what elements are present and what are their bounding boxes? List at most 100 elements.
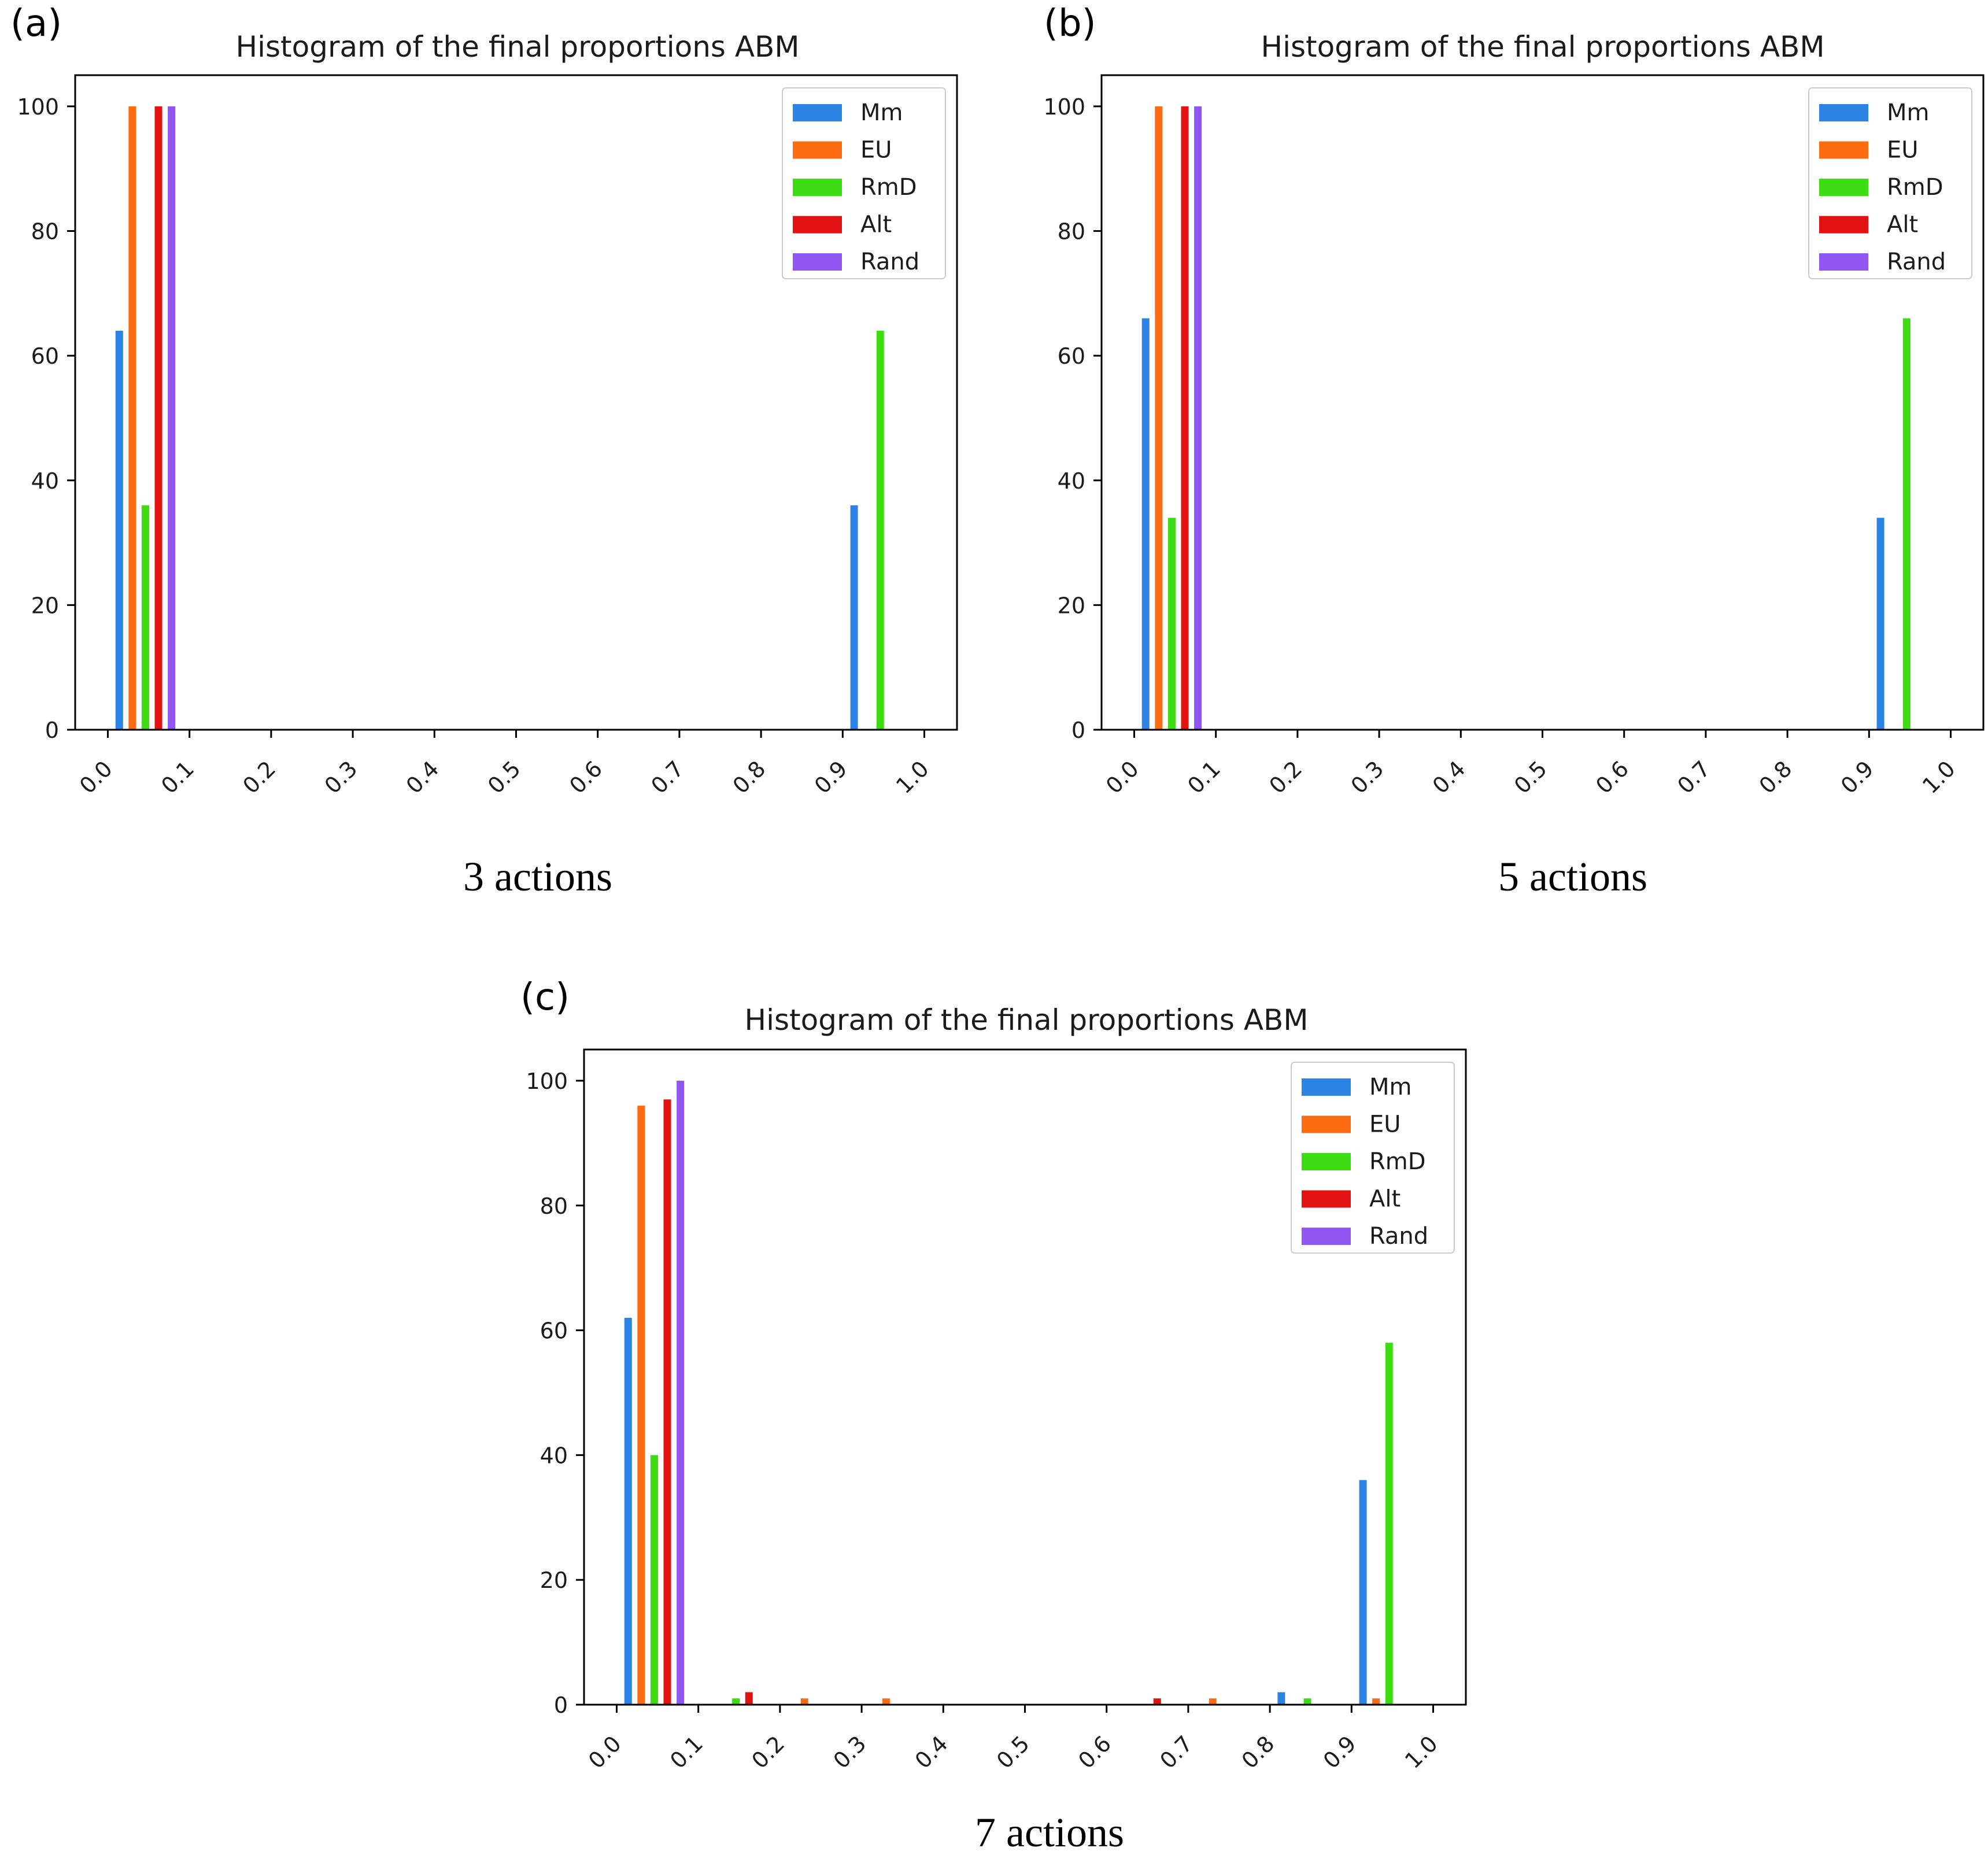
- legend-label: Rand: [1369, 1223, 1428, 1250]
- panel-letter: (a): [10, 2, 62, 45]
- bar-mm: [1277, 1692, 1285, 1705]
- bar-rand: [168, 106, 176, 730]
- legend-swatch-eu: [1302, 1115, 1351, 1133]
- y-tick-label: 80: [31, 219, 59, 245]
- bar-eu: [128, 106, 136, 730]
- chart-caption: 3 actions: [463, 853, 612, 900]
- legend-label: Rand: [860, 249, 919, 275]
- legend-swatch-rand: [793, 253, 842, 271]
- legend-label: EU: [860, 137, 892, 164]
- legend-label: Alt: [1369, 1186, 1401, 1213]
- bar-mm: [115, 331, 123, 730]
- y-tick-label: 60: [1058, 343, 1085, 369]
- bar-eu: [882, 1698, 890, 1705]
- bar-rmd: [732, 1698, 740, 1705]
- x-tick-label: 0.1: [665, 1731, 708, 1773]
- bar-rmd: [876, 331, 884, 730]
- legend-label: Mm: [860, 99, 903, 126]
- legend-label: RmD: [860, 174, 917, 201]
- y-tick-label: 60: [31, 343, 59, 369]
- legend-swatch-rmd: [793, 179, 842, 196]
- bar-mm: [1141, 318, 1150, 730]
- bar-mm: [850, 505, 858, 730]
- y-tick-label: 100: [1043, 94, 1085, 120]
- chart-title: Histogram of the final proportions ABM: [1261, 30, 1825, 64]
- bar-mm: [1359, 1480, 1367, 1705]
- legend-label: RmD: [1887, 174, 1943, 201]
- bar-eu: [1209, 1698, 1217, 1705]
- x-tick-label: 0.0: [583, 1731, 626, 1773]
- y-tick-label: 20: [31, 593, 59, 618]
- bar-eu: [637, 1106, 645, 1705]
- y-tick-label: 80: [1058, 219, 1085, 245]
- x-tick-label: 0.9: [1318, 1731, 1361, 1773]
- legend-label: Alt: [860, 212, 892, 238]
- y-tick-label: 0: [1071, 718, 1085, 743]
- legend-swatch-alt: [793, 216, 842, 234]
- bar-alt: [663, 1099, 671, 1705]
- bar-rmd: [1303, 1698, 1311, 1705]
- bar-eu: [1155, 106, 1163, 730]
- legend-swatch-alt: [1819, 216, 1868, 234]
- legend-label: EU: [1369, 1111, 1401, 1138]
- bar-eu: [800, 1698, 808, 1705]
- legend-swatch-mm: [1819, 104, 1868, 121]
- legend-swatch-rmd: [1819, 179, 1868, 196]
- legend-swatch-rand: [1819, 253, 1868, 271]
- chart-title: Histogram of the final proportions ABM: [235, 30, 800, 64]
- legend-label: Alt: [1887, 212, 1918, 238]
- bar-alt: [154, 106, 162, 730]
- legend-label: Mm: [1887, 99, 1929, 126]
- y-tick-label: 100: [17, 94, 59, 120]
- y-tick-label: 20: [540, 1568, 568, 1593]
- y-tick-label: 0: [554, 1693, 568, 1718]
- legend-swatch-eu: [1819, 141, 1868, 159]
- x-tick-label: 0.5: [992, 1731, 1034, 1773]
- bar-rmd: [1167, 518, 1176, 730]
- bar-rmd: [141, 505, 149, 730]
- legend-swatch-alt: [1302, 1190, 1351, 1208]
- legend-label: Rand: [1887, 249, 1946, 275]
- x-tick-label: 0.7: [1155, 1731, 1198, 1773]
- x-tick-label: 0.8: [1237, 1731, 1280, 1773]
- bar-rmd: [650, 1455, 658, 1705]
- x-tick-label: 1.0: [1400, 1731, 1443, 1773]
- bar-eu: [1372, 1698, 1380, 1705]
- x-tick-label: 0.6: [1073, 1731, 1116, 1773]
- bar-mm: [624, 1317, 632, 1705]
- y-tick-label: 40: [31, 468, 59, 494]
- bar-rand: [1194, 106, 1202, 730]
- bar-rmd: [1902, 318, 1911, 730]
- legend-swatch-eu: [793, 141, 842, 159]
- chart-caption: 5 actions: [1498, 853, 1647, 900]
- legend-label: RmD: [1369, 1148, 1426, 1175]
- bar-alt: [745, 1692, 753, 1705]
- panel-letter: (c): [520, 976, 570, 1019]
- y-tick-label: 100: [526, 1069, 568, 1094]
- legend-swatch-rand: [1302, 1228, 1351, 1245]
- y-tick-label: 80: [540, 1193, 568, 1219]
- bar-mm: [1876, 518, 1884, 730]
- bar-rand: [677, 1080, 685, 1705]
- bar-alt: [1153, 1698, 1161, 1705]
- legend-label: Mm: [1369, 1074, 1411, 1100]
- legend-swatch-rmd: [1302, 1153, 1351, 1170]
- legend-swatch-mm: [793, 104, 842, 121]
- legend-label: EU: [1887, 137, 1919, 164]
- y-tick-label: 0: [45, 718, 59, 743]
- legend-swatch-mm: [1302, 1078, 1351, 1096]
- panel-letter: (b): [1044, 2, 1096, 45]
- chart-caption: 7 actions: [975, 1809, 1124, 1856]
- y-tick-label: 60: [540, 1318, 568, 1344]
- y-tick-label: 40: [1058, 468, 1085, 494]
- x-tick-label: 0.4: [910, 1731, 953, 1773]
- x-tick-label: 0.3: [829, 1731, 871, 1773]
- chart-title: Histogram of the final proportions ABM: [744, 1003, 1309, 1037]
- bar-rmd: [1385, 1343, 1393, 1705]
- bar-alt: [1181, 106, 1189, 730]
- y-tick-label: 20: [1058, 593, 1085, 618]
- x-tick-label: 0.2: [747, 1731, 789, 1773]
